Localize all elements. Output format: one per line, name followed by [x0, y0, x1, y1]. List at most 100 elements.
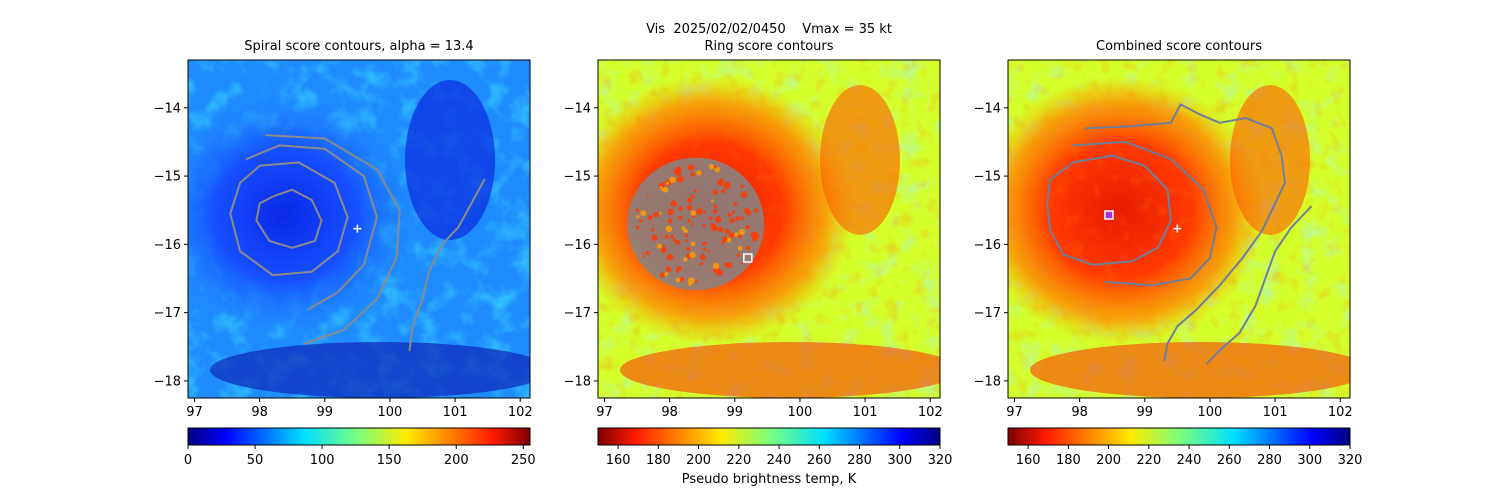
ring-region-speckle: [688, 277, 695, 284]
ring-region-speckle: [684, 239, 688, 243]
ring-score-region: [627, 157, 765, 291]
contour-line-4: [1205, 205, 1312, 365]
ring-region-speckle: [667, 218, 673, 224]
ring-region-speckle: [640, 210, 647, 217]
ring-region-speckle: [670, 234, 674, 239]
ring-region-speckle: [740, 184, 744, 189]
y-tick-label: −15: [974, 170, 1001, 185]
ring-region-speckle: [667, 208, 674, 216]
ring-region-speckle: [687, 219, 691, 223]
ring-region-speckle: [664, 272, 669, 276]
ring-region-speckle: [684, 229, 689, 233]
x-tick-label: 101: [443, 405, 468, 420]
ring-region-speckle: [662, 187, 669, 193]
center-plus-marker: [1173, 224, 1182, 233]
colorbar-2-ticks: 160 180 200 220 240 260 280 300 320: [606, 445, 953, 468]
y-tick-label: −18: [974, 374, 1001, 389]
figure-suptitle: Vis 2025/02/02/0450 Vmax = 35 kt: [646, 22, 892, 37]
ring-region-speckle: [672, 238, 677, 242]
ring-region-speckle: [732, 210, 736, 214]
ring-region-speckle: [686, 246, 691, 251]
ring-region-speckle: [712, 268, 717, 273]
ring-region-speckle: [754, 208, 759, 213]
ring-region-speckle: [711, 199, 714, 202]
y-tick-label: −16: [154, 238, 181, 253]
x-tick-label: 101: [1263, 405, 1288, 420]
ring-region-speckle: [670, 200, 678, 207]
ring-region-speckle: [713, 209, 718, 214]
y-tick-label: −14: [974, 101, 1001, 116]
ring-region-speckle: [717, 179, 724, 186]
ring-region-speckle: [659, 272, 665, 278]
ring-region-speckle: [690, 172, 695, 177]
panel-1-y-ticks: −14 −15 −16 −17 −18: [154, 101, 188, 389]
contour-line-3: [1085, 103, 1286, 362]
contour-line-4: [265, 134, 401, 345]
ring-region-speckle: [745, 225, 751, 230]
ring-region-speckle: [728, 230, 731, 234]
ring-region-speckle: [647, 215, 653, 220]
ring-region-speckle: [724, 181, 731, 188]
colorbar-tick-label: 220: [726, 453, 751, 468]
x-tick-label: 99: [727, 405, 744, 420]
y-tick-label: −14: [564, 101, 591, 116]
colorbar-1: [187, 427, 531, 446]
colorbar-tick-label: 320: [1338, 453, 1363, 468]
ring-region-speckle: [693, 189, 697, 193]
ring-region-speckle: [653, 211, 659, 218]
ring-region-speckle: [699, 204, 702, 207]
ring-region-speckle: [673, 168, 681, 176]
ring-region-speckle: [659, 211, 662, 215]
ring-region-speckle: [669, 176, 676, 184]
ring-region-speckle: [702, 224, 706, 228]
y-tick-label: −17: [974, 306, 1001, 321]
ring-region-speckle: [690, 241, 696, 247]
ring-region-speckle: [665, 266, 672, 273]
x-tick-label: 98: [251, 405, 268, 420]
ring-region-speckle: [726, 262, 733, 269]
colorbar-tick-label: 250: [511, 453, 536, 468]
x-tick-label: 97: [596, 405, 613, 420]
ring-region-speckle: [691, 222, 694, 226]
ring-region-speckle: [717, 226, 723, 232]
ring-region-speckle: [713, 165, 717, 169]
ring-region-speckle: [675, 277, 681, 283]
ring-region-speckle: [645, 251, 650, 256]
colorbar-tick-label: 300: [1297, 453, 1322, 468]
ring-region-speckle: [678, 215, 683, 220]
x-tick-label: 97: [186, 405, 203, 420]
colorbar-1-ticks: 0 50 100 150 200 250: [184, 445, 536, 468]
panel-1-imagery: [188, 60, 530, 398]
colorbar-tick-label: 320: [928, 453, 953, 468]
panel-3-title: Combined score contours: [1096, 39, 1262, 54]
panel-2-ring-contours: [627, 157, 765, 291]
ring-region-speckle: [713, 204, 717, 209]
ring-region-speckle: [639, 219, 643, 223]
x-tick-label: 98: [1071, 405, 1088, 420]
ring-region-speckle: [635, 208, 639, 212]
ring-region-speckle: [683, 257, 688, 262]
colorbar-tick-label: 260: [807, 453, 832, 468]
x-tick-label: 97: [1006, 405, 1023, 420]
y-tick-label: −17: [564, 306, 591, 321]
contour-line-1: [1072, 140, 1218, 287]
ring-region-speckle: [707, 250, 711, 253]
center-square-marker: [743, 253, 753, 263]
ring-region-speckle: [703, 210, 706, 214]
ring-region-speckle: [699, 254, 706, 261]
ring-region-speckle: [666, 181, 670, 185]
ring-region-speckle: [736, 253, 740, 257]
ring-region-speckle: [721, 189, 726, 194]
y-tick-label: −15: [564, 170, 591, 185]
ring-region-speckle: [740, 262, 744, 265]
panel-1-frame: [187, 59, 531, 399]
colorbar-tick-label: 200: [444, 453, 469, 468]
ring-region-speckle: [646, 195, 650, 198]
x-tick-label: 100: [1198, 405, 1223, 420]
colorbar-tick-label: 260: [1217, 453, 1242, 468]
panel-2-markers: [743, 253, 753, 263]
y-tick-label: −14: [154, 101, 181, 116]
combined-square-marker: [1104, 210, 1114, 220]
colorbar-3: [1007, 427, 1351, 446]
